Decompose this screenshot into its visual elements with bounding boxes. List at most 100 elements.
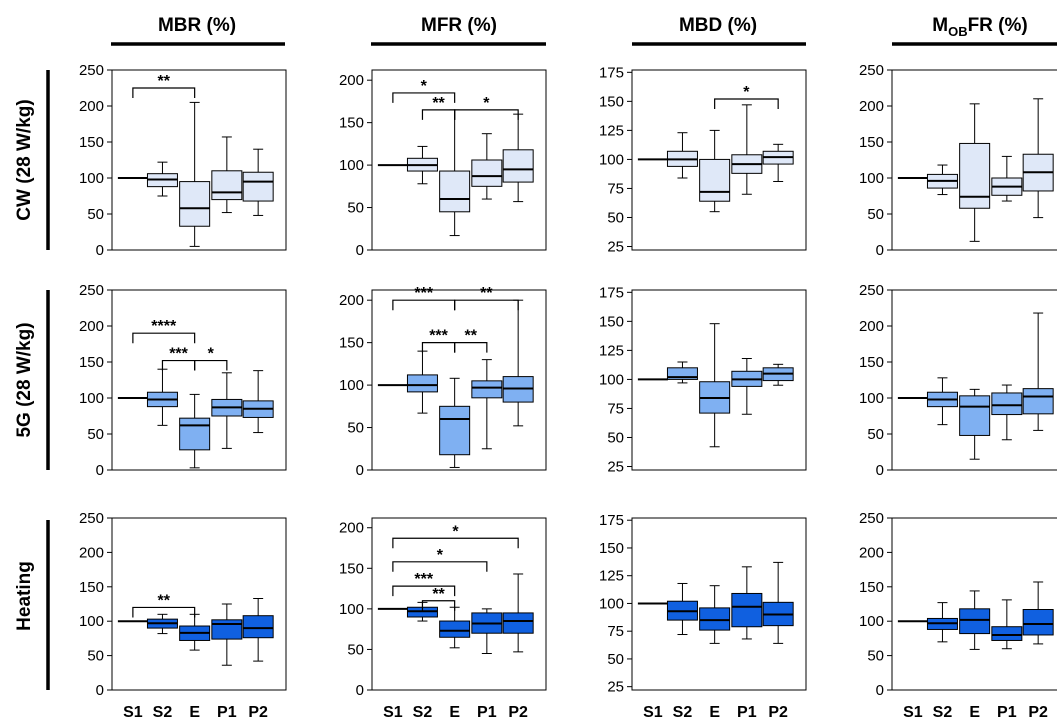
- x-category-label: P2: [248, 704, 268, 721]
- box-iqr: [699, 158, 731, 202]
- significance-bracket: *: [392, 547, 488, 572]
- box-p1: [991, 599, 1023, 650]
- y-tick-label: 0: [356, 682, 364, 699]
- box-iqr: [471, 159, 503, 187]
- significance-line: [392, 585, 456, 597]
- significance-label: **: [158, 592, 171, 609]
- row-title-heating: Heating: [14, 561, 35, 631]
- panel-mbr-heating-frame: [111, 517, 287, 691]
- panel-mobfr-heating-frame: [891, 517, 1057, 691]
- box-e: [439, 377, 471, 468]
- y-tick-label: 150: [599, 313, 624, 330]
- x-category-label: P2: [768, 704, 788, 721]
- box-e: [179, 101, 211, 247]
- box-p1: [211, 372, 243, 449]
- significance-line: [132, 332, 196, 344]
- significance-label: **: [158, 73, 171, 90]
- y-tick-label: 50: [347, 641, 364, 658]
- column-title-mbd: MBD (%): [679, 15, 757, 36]
- significance-label: **: [432, 95, 445, 112]
- y-tick-label: 100: [859, 390, 884, 407]
- y-tick-label: 50: [867, 206, 884, 223]
- y-tick-label: 175: [599, 64, 624, 81]
- y-tick-label: 25: [607, 679, 624, 696]
- y-tick-label: 50: [347, 420, 364, 437]
- y-tick-label: 75: [607, 180, 624, 197]
- box-p1: [211, 136, 243, 214]
- box-s2: [666, 132, 698, 179]
- box-s2: [146, 613, 178, 635]
- box-iqr: [242, 615, 274, 639]
- box-iqr: [959, 142, 991, 209]
- box-p2: [502, 573, 534, 653]
- significance-bracket: **: [454, 285, 519, 311]
- box-iqr: [179, 181, 211, 227]
- significance-line: [392, 561, 488, 572]
- box-p1: [471, 133, 503, 200]
- box-p2: [1022, 98, 1054, 219]
- y-tick-label: 175: [599, 284, 624, 301]
- box-s2: [926, 377, 958, 426]
- x-category-label: S2: [673, 704, 693, 721]
- y-tick-label: 100: [339, 157, 364, 174]
- box-iqr: [959, 608, 991, 635]
- box-iqr: [666, 367, 698, 380]
- significance-line: [421, 600, 456, 611]
- significance-label: ***: [429, 328, 448, 345]
- y-tick-label: 100: [339, 377, 364, 394]
- y-tick-label: 100: [79, 390, 104, 407]
- y-tick-label: 150: [339, 335, 364, 352]
- significance-label: ***: [414, 571, 433, 588]
- significance-bracket: ***: [161, 346, 196, 371]
- x-category-label: P2: [508, 704, 528, 721]
- panel-mobfr-heating: 0 50 100 150 200 250 S1 S2 E P1 P2: [859, 510, 1057, 721]
- box-p1: [991, 384, 1023, 441]
- box-p1: [731, 566, 763, 640]
- y-tick-label: 150: [599, 93, 624, 110]
- y-tick-label: 0: [96, 462, 104, 479]
- y-tick-label: 50: [87, 206, 104, 223]
- row-title-cw: CW (28 W/kg): [14, 99, 35, 220]
- x-category-label: S2: [413, 704, 433, 721]
- panel-mbr-heating: 0 50 100 150 200 250 S1 S2 E P1 P2 **: [79, 510, 287, 721]
- significance-bracket: **: [132, 592, 196, 618]
- column-title-mobfr-sub: OB: [948, 24, 968, 39]
- box-iqr: [959, 395, 991, 436]
- y-tick-label: 200: [859, 318, 884, 335]
- significance-bracket: *: [714, 84, 779, 110]
- y-tick-label: 200: [859, 544, 884, 561]
- y-tick-label: 100: [859, 170, 884, 187]
- box-s2: [926, 164, 958, 196]
- significance-label: *: [437, 547, 444, 564]
- x-category-label: E: [189, 704, 200, 721]
- significance-bracket: *: [392, 523, 519, 549]
- box-p1: [991, 155, 1023, 202]
- box-iqr: [179, 417, 211, 451]
- significance-line: [392, 537, 519, 549]
- box-p2: [1022, 581, 1054, 645]
- significance-bracket: **: [454, 328, 488, 353]
- x-category-label: E: [449, 704, 460, 721]
- significance-label: *: [452, 523, 459, 540]
- y-tick-label: 200: [339, 292, 364, 309]
- y-tick-label: 100: [599, 371, 624, 388]
- y-tick-label: 50: [347, 200, 364, 217]
- significance-label: *: [421, 78, 428, 95]
- panel-mbd-cw-frame: [631, 69, 807, 251]
- y-tick-label: 150: [339, 115, 364, 132]
- y-tick-label: 0: [356, 462, 364, 479]
- y-tick-label: 100: [859, 613, 884, 630]
- significance-line: [454, 109, 519, 120]
- box-iqr: [699, 607, 731, 631]
- significance-bracket: *: [194, 346, 228, 371]
- row-headers: CW (28 W/kg) 5G (28 W/kg) Heating: [14, 70, 50, 690]
- y-tick-label: 0: [876, 682, 884, 699]
- y-tick-label: 200: [339, 520, 364, 537]
- panel-mbd-5g: 25 50 75 100 125 150 175: [599, 284, 807, 476]
- y-tick-label: 175: [599, 512, 624, 529]
- box-p1: [731, 358, 763, 415]
- box-e: [699, 129, 731, 213]
- significance-label: **: [480, 285, 493, 302]
- box-s2: [666, 361, 698, 384]
